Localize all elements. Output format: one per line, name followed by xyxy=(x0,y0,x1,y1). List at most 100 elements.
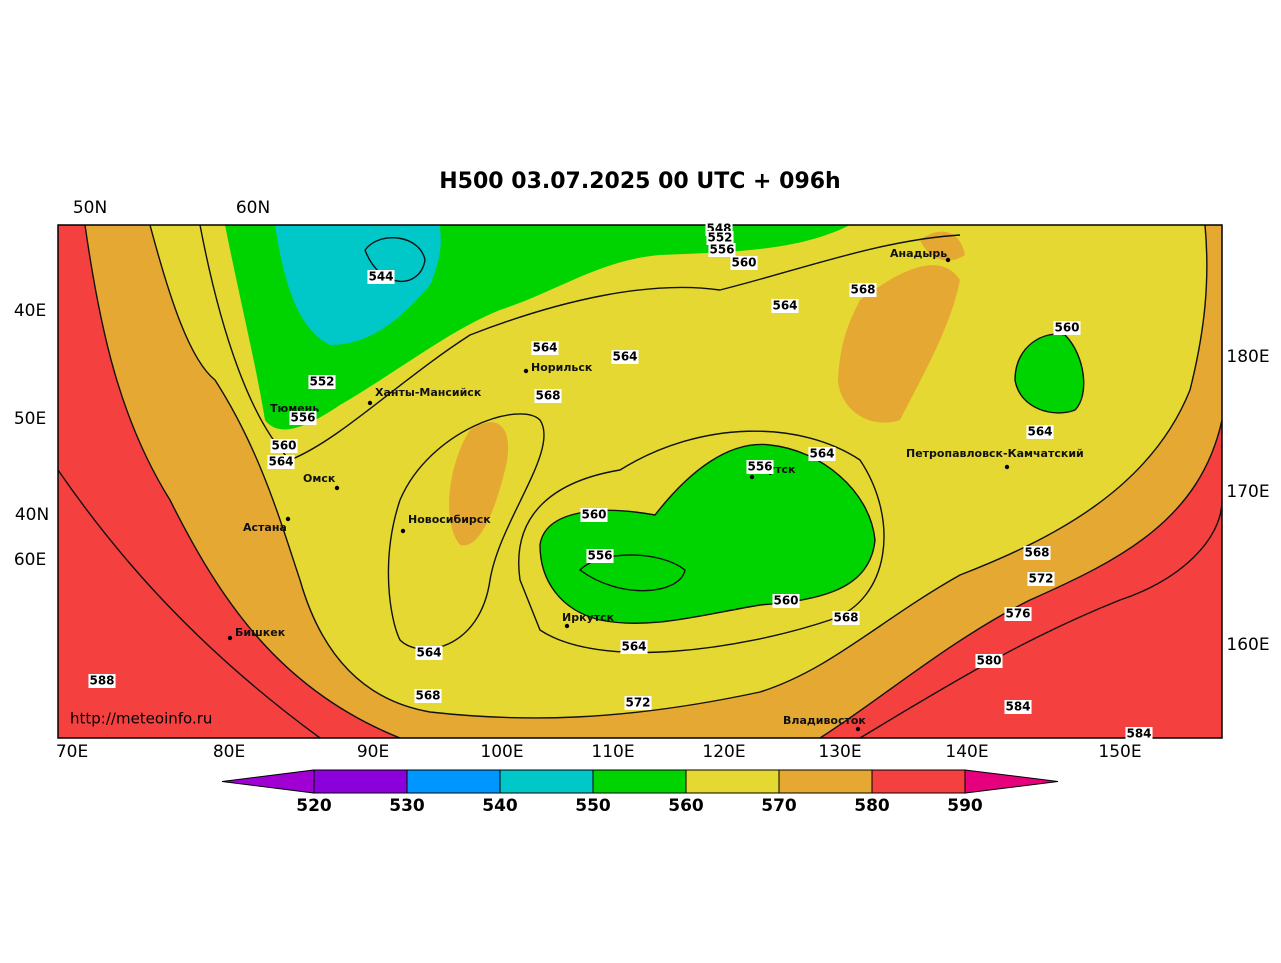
city-name: Иркутск xyxy=(562,611,615,624)
label-box xyxy=(771,299,799,313)
grid-label: 50E xyxy=(14,409,46,429)
label-box xyxy=(730,256,758,270)
label-box xyxy=(1125,727,1153,741)
colorbar-swatch xyxy=(778,769,873,794)
grid-label: 90E xyxy=(357,742,389,762)
label-box xyxy=(586,549,614,563)
grid-label: 150E xyxy=(1098,742,1141,762)
city-name: Омск xyxy=(303,472,336,485)
contour-label: 560 xyxy=(773,594,798,608)
grid-label: 100E xyxy=(480,742,523,762)
grid-label: 60N xyxy=(236,198,270,218)
contour-label: 544 xyxy=(368,270,393,284)
colorbar-label: 530 xyxy=(389,796,425,816)
label-box xyxy=(832,611,860,625)
label-box xyxy=(415,646,443,660)
label-box xyxy=(308,375,336,389)
colorbar-label: 520 xyxy=(296,796,332,816)
city-dot xyxy=(400,528,406,534)
label-box xyxy=(975,654,1003,668)
title: H500 03.07.2025 00 UTC + 096h xyxy=(439,169,840,194)
colorbar-swatch xyxy=(499,769,594,794)
city-dot xyxy=(1004,464,1010,470)
grid-label: 170E xyxy=(1226,482,1269,502)
contour-label: 568 xyxy=(535,389,560,403)
contour-label: 580 xyxy=(976,654,1001,668)
colorbar-label: 570 xyxy=(761,796,797,816)
city-name: Петропавловск-Камчатский xyxy=(906,447,1084,460)
city-dot xyxy=(523,368,529,374)
contour-label: 588 xyxy=(89,674,114,688)
contour-label: 576 xyxy=(1005,607,1030,621)
grid-label: 40E xyxy=(14,301,46,321)
city-name: Норильск xyxy=(531,361,593,374)
city-name: Владивосток xyxy=(783,714,866,727)
label-box xyxy=(620,640,648,654)
contour-label: 564 xyxy=(532,341,557,355)
label-box xyxy=(706,231,734,245)
contour-label: 564 xyxy=(809,447,834,461)
label-box xyxy=(414,689,442,703)
contour-label: 560 xyxy=(1054,321,1079,335)
colorbar-label: 590 xyxy=(947,796,983,816)
label-box xyxy=(746,460,774,474)
colorbar-arrow xyxy=(964,769,1059,794)
grid-label: 40N xyxy=(15,505,49,525)
grid-labels: 50N 60N 40E 50E 40N 60E 180E 170E 160E 7… xyxy=(14,198,1270,762)
map-frame xyxy=(57,224,1223,739)
colorbar-arrow xyxy=(221,769,315,794)
contour-label: 568 xyxy=(415,689,440,703)
cities: АнадырьНорильскХанты-МансийскТюменьОмскН… xyxy=(227,247,1084,732)
contour-label: 564 xyxy=(416,646,441,660)
city-name: Ханты-Мансийск xyxy=(375,386,482,399)
city-dot xyxy=(945,257,951,263)
contour-label: 556 xyxy=(747,460,772,474)
city-dot xyxy=(367,400,373,406)
contour-label: 584 xyxy=(1005,700,1030,714)
contour-label: 584 xyxy=(1126,727,1151,741)
contour-label: 564 xyxy=(772,299,797,313)
label-box xyxy=(1004,700,1032,714)
city-name: Анадырь xyxy=(890,247,947,260)
source-url: http://meteoinfo.ru xyxy=(70,710,212,728)
label-box xyxy=(708,243,736,257)
colorbar-swatch xyxy=(406,769,501,794)
colorbar-label: 560 xyxy=(668,796,704,816)
contour-label: 560 xyxy=(581,508,606,522)
city-name: Бишкек xyxy=(235,626,286,639)
grid-label: 180E xyxy=(1226,347,1269,367)
label-box xyxy=(267,455,295,469)
grid-label: 60E xyxy=(14,550,46,570)
grid-label: 80E xyxy=(213,742,245,762)
grid-label: 50N xyxy=(73,198,107,218)
label-box xyxy=(1023,546,1051,560)
label-box xyxy=(808,447,836,461)
colorbar-swatch xyxy=(313,769,408,794)
contour-label: 572 xyxy=(625,696,650,710)
label-box xyxy=(531,341,559,355)
label-box xyxy=(1026,425,1054,439)
grid-label: 160E xyxy=(1226,635,1269,655)
city-dot xyxy=(227,635,233,641)
label-box xyxy=(611,350,639,364)
grid-label: 130E xyxy=(818,742,861,762)
label-box xyxy=(849,283,877,297)
label-box xyxy=(1027,572,1055,586)
contour-labels: 5445485525565605645685605645645525685565… xyxy=(88,222,1153,741)
contour-label: 556 xyxy=(587,549,612,563)
contour-label: 568 xyxy=(833,611,858,625)
label-box xyxy=(624,696,652,710)
city-name: Новосибирск xyxy=(408,513,491,526)
contour-label: 556 xyxy=(290,411,315,425)
contour-label: 560 xyxy=(731,256,756,270)
label-box xyxy=(1004,607,1032,621)
contour-label: 568 xyxy=(1024,546,1049,560)
label-box xyxy=(534,389,562,403)
grid-label: 140E xyxy=(945,742,988,762)
colorbar-label: 580 xyxy=(854,796,890,816)
city-dot xyxy=(564,623,570,629)
contour-label: 552 xyxy=(707,231,732,245)
grid-label: 110E xyxy=(591,742,634,762)
contour-label: 556 xyxy=(709,243,734,257)
colorbar-swatch xyxy=(871,769,966,794)
